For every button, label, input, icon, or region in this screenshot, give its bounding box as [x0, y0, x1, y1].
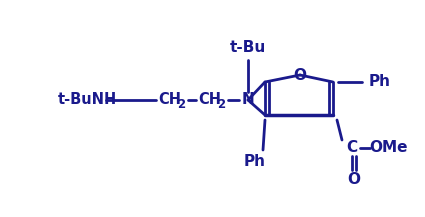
Text: t-BuNH: t-BuNH	[58, 92, 117, 107]
Text: Ph: Ph	[369, 74, 391, 89]
Text: t-Bu: t-Bu	[230, 41, 266, 56]
Text: CH: CH	[159, 92, 181, 107]
Text: OMe: OMe	[370, 140, 408, 156]
Text: O: O	[294, 67, 306, 82]
Text: CH: CH	[198, 92, 221, 107]
Text: C: C	[346, 140, 357, 156]
Text: 2: 2	[177, 97, 185, 110]
Text: O: O	[348, 173, 360, 187]
Text: 2: 2	[217, 97, 225, 110]
Text: Ph: Ph	[244, 155, 266, 169]
Text: N: N	[242, 92, 255, 107]
